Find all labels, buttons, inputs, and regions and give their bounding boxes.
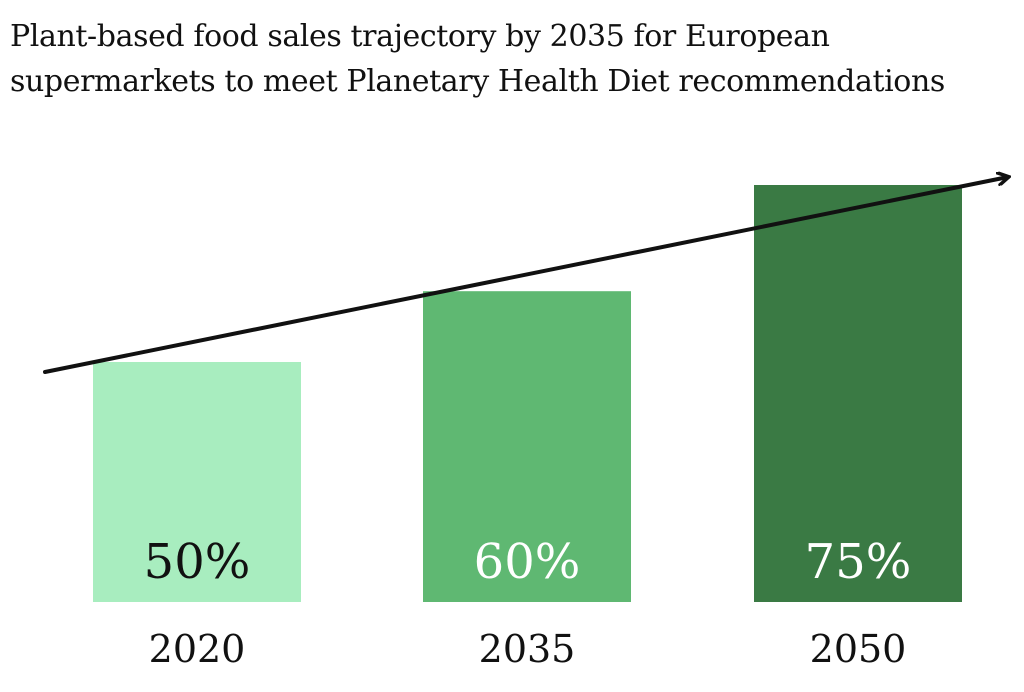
bar-2020 — [93, 362, 301, 602]
trend-arrow — [43, 177, 1008, 374]
bar-2035 — [423, 291, 631, 602]
x-tick-label: 2035 — [479, 627, 576, 671]
x-tick-label: 2020 — [149, 627, 246, 671]
bar-2050 — [754, 185, 962, 602]
bar-value-label: 75% — [805, 534, 912, 590]
bar-value-label: 50% — [144, 534, 251, 590]
x-tick-label: 2050 — [810, 627, 907, 671]
bar-value-label: 60% — [474, 534, 581, 590]
chart-title: Plant-based food sales trajectory by 203… — [10, 19, 945, 99]
